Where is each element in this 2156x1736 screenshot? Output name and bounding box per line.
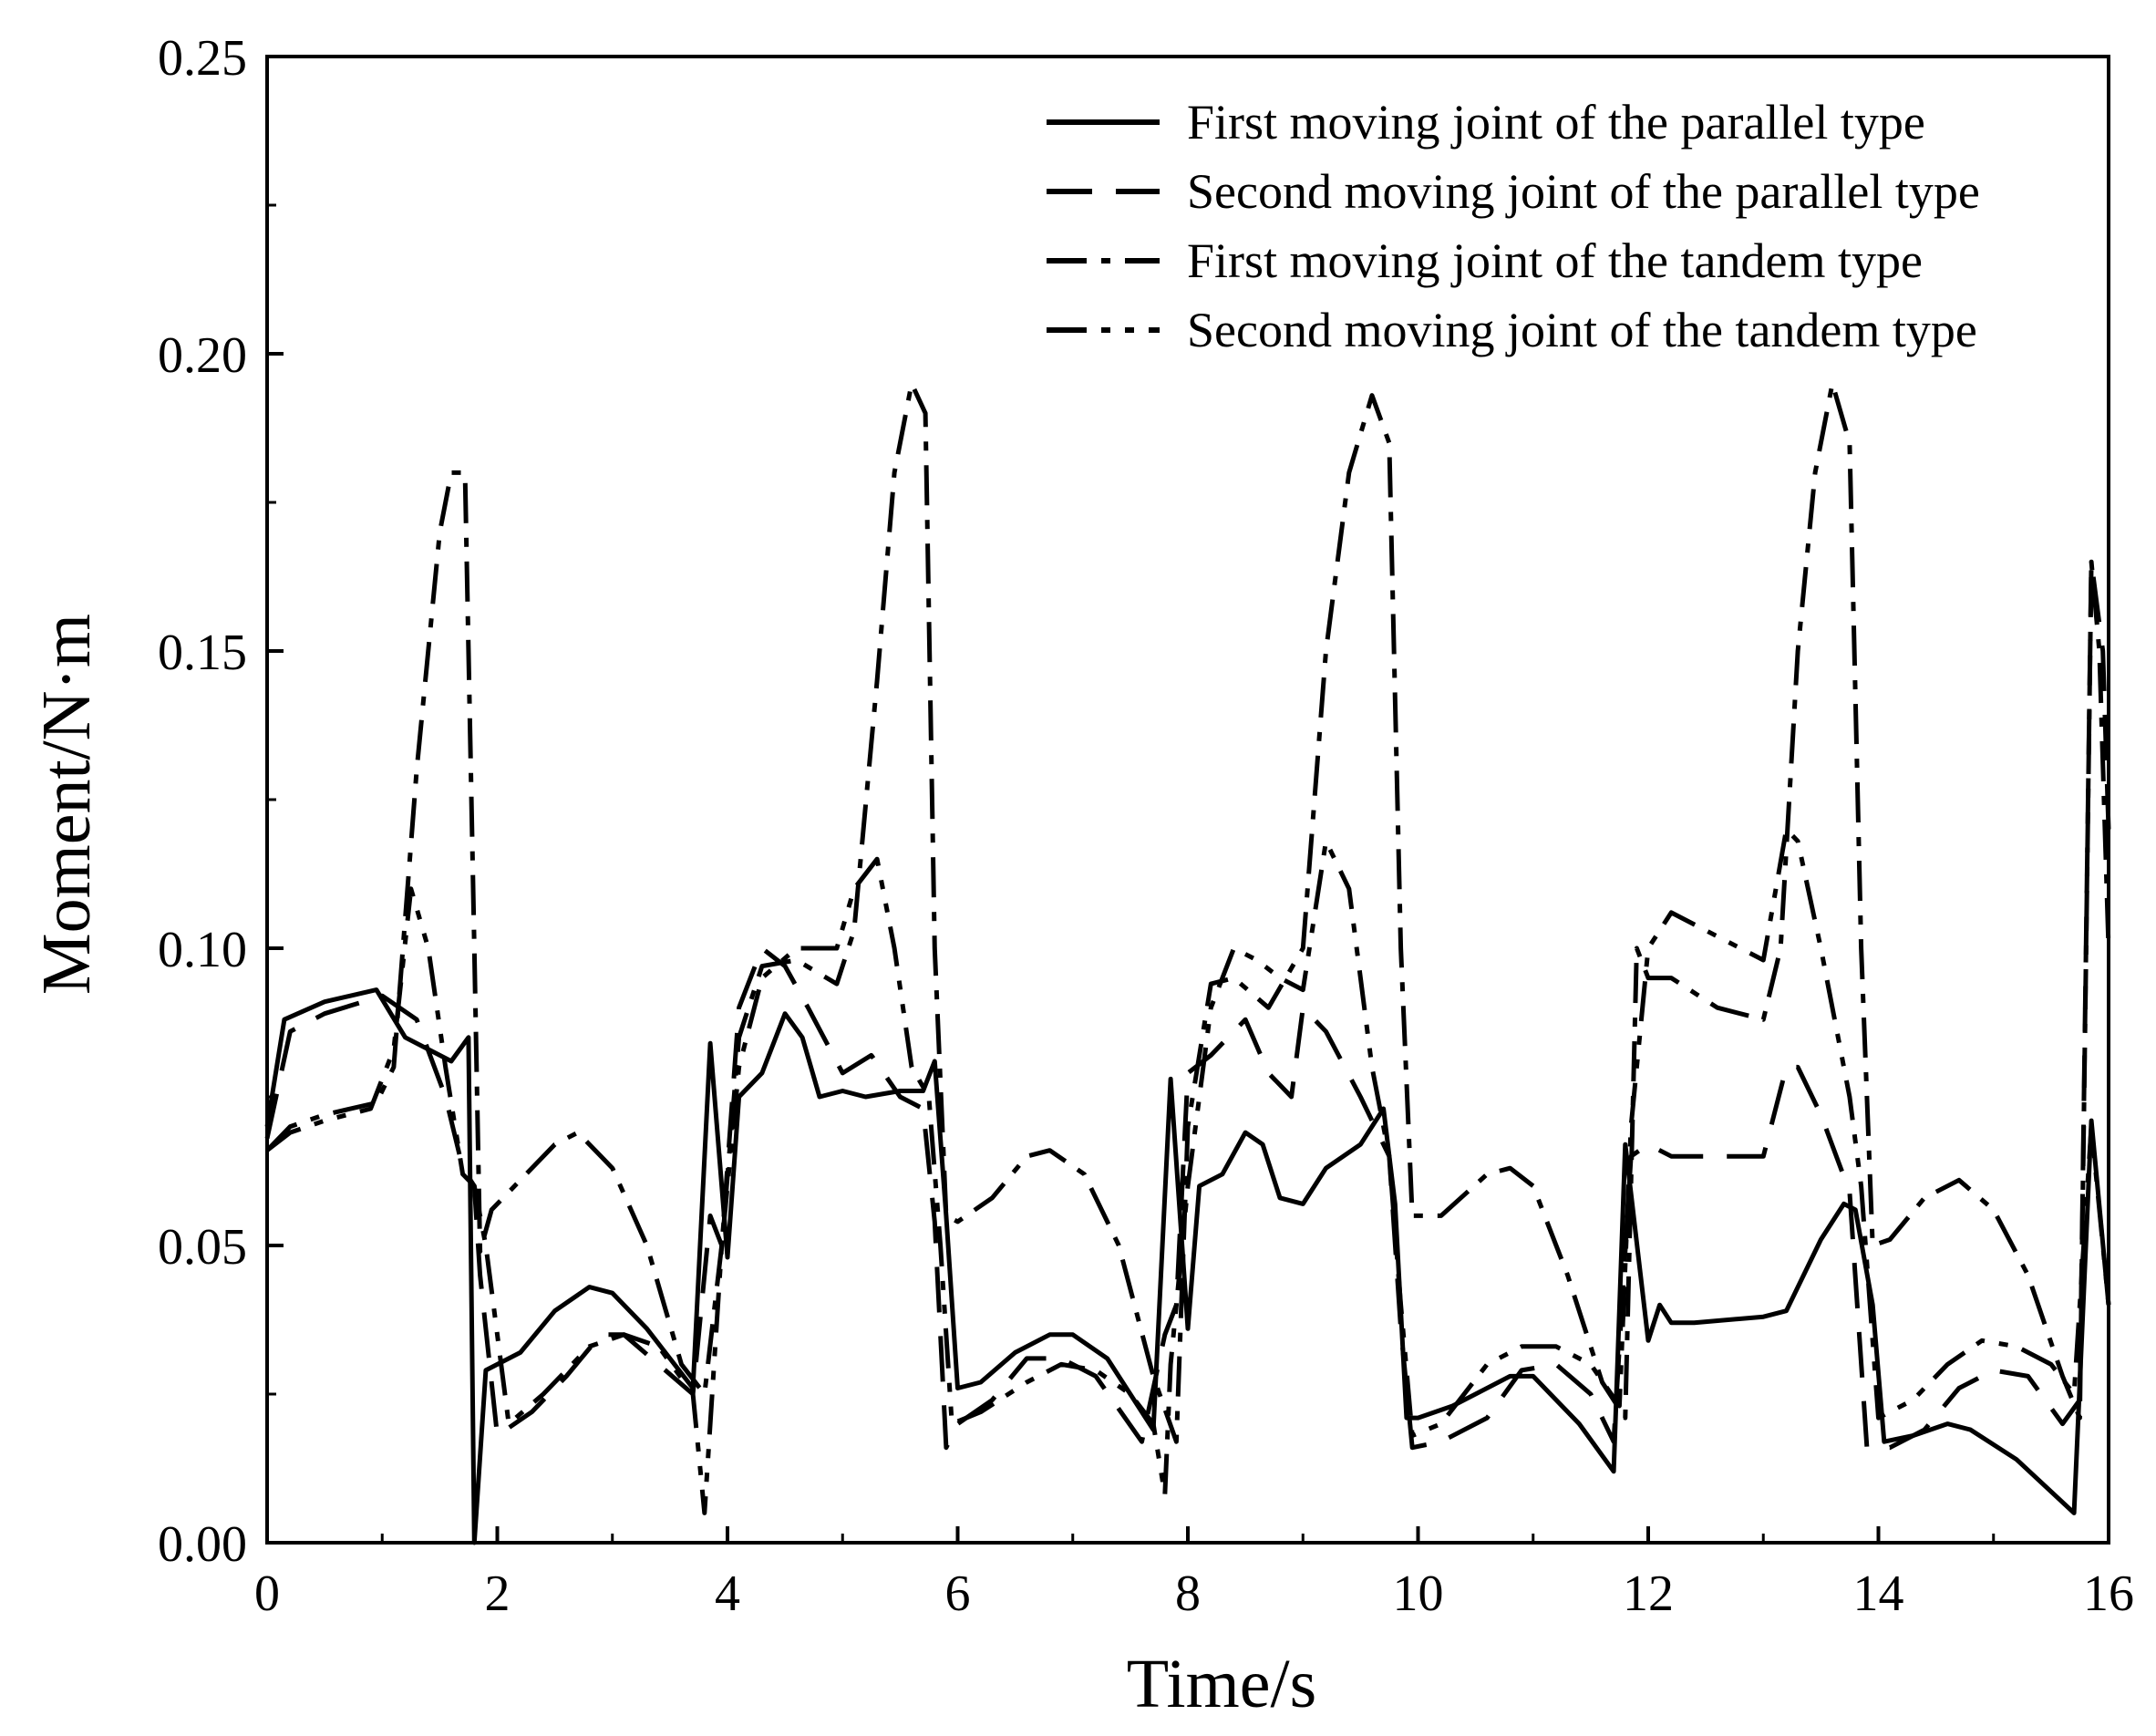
legend-label-2: Second moving joint of the parallel type	[1187, 164, 1980, 219]
x-tick-label: 16	[2083, 1566, 2134, 1622]
axis-layer: 0 2 4 6 8 10 12 14 16 0.00 0.05 0.10 0.15 0.20 0.25	[158, 30, 2134, 1622]
y-tick-label: 0.25	[158, 30, 247, 87]
x-tick-label: 12	[1623, 1566, 1674, 1622]
series-line-4	[265, 827, 2111, 1515]
series-line-3	[265, 381, 2111, 1444]
x-tick-label: 14	[1853, 1566, 1904, 1622]
x-tick-label: 8	[1175, 1566, 1201, 1622]
y-tick-label: 0.00	[158, 1516, 247, 1573]
x-tick-label: 10	[1393, 1566, 1444, 1622]
x-tick-label: 4	[715, 1566, 740, 1622]
x-axis-title: Time/s	[1127, 1646, 1316, 1722]
x-tick-label: 0	[254, 1566, 280, 1622]
y-tick-label: 0.05	[158, 1219, 247, 1276]
x-tick-label: 2	[485, 1566, 511, 1622]
y-tick-label: 0.10	[158, 922, 247, 978]
legend-label-1: First moving joint of the parallel type	[1187, 95, 1925, 150]
legend: First moving joint of the parallel type S…	[1047, 95, 1980, 357]
series-layer	[264, 381, 2111, 1545]
x-tick-label: 6	[945, 1566, 971, 1622]
y-tick-label: 0.20	[158, 327, 247, 384]
y-axis-title: Moment/N·m	[28, 614, 105, 995]
legend-label-3: First moving joint of the tandem type	[1187, 233, 1923, 288]
legend-label-4: Second moving joint of the tandem type	[1187, 303, 1977, 357]
y-tick-label: 0.15	[158, 625, 247, 681]
